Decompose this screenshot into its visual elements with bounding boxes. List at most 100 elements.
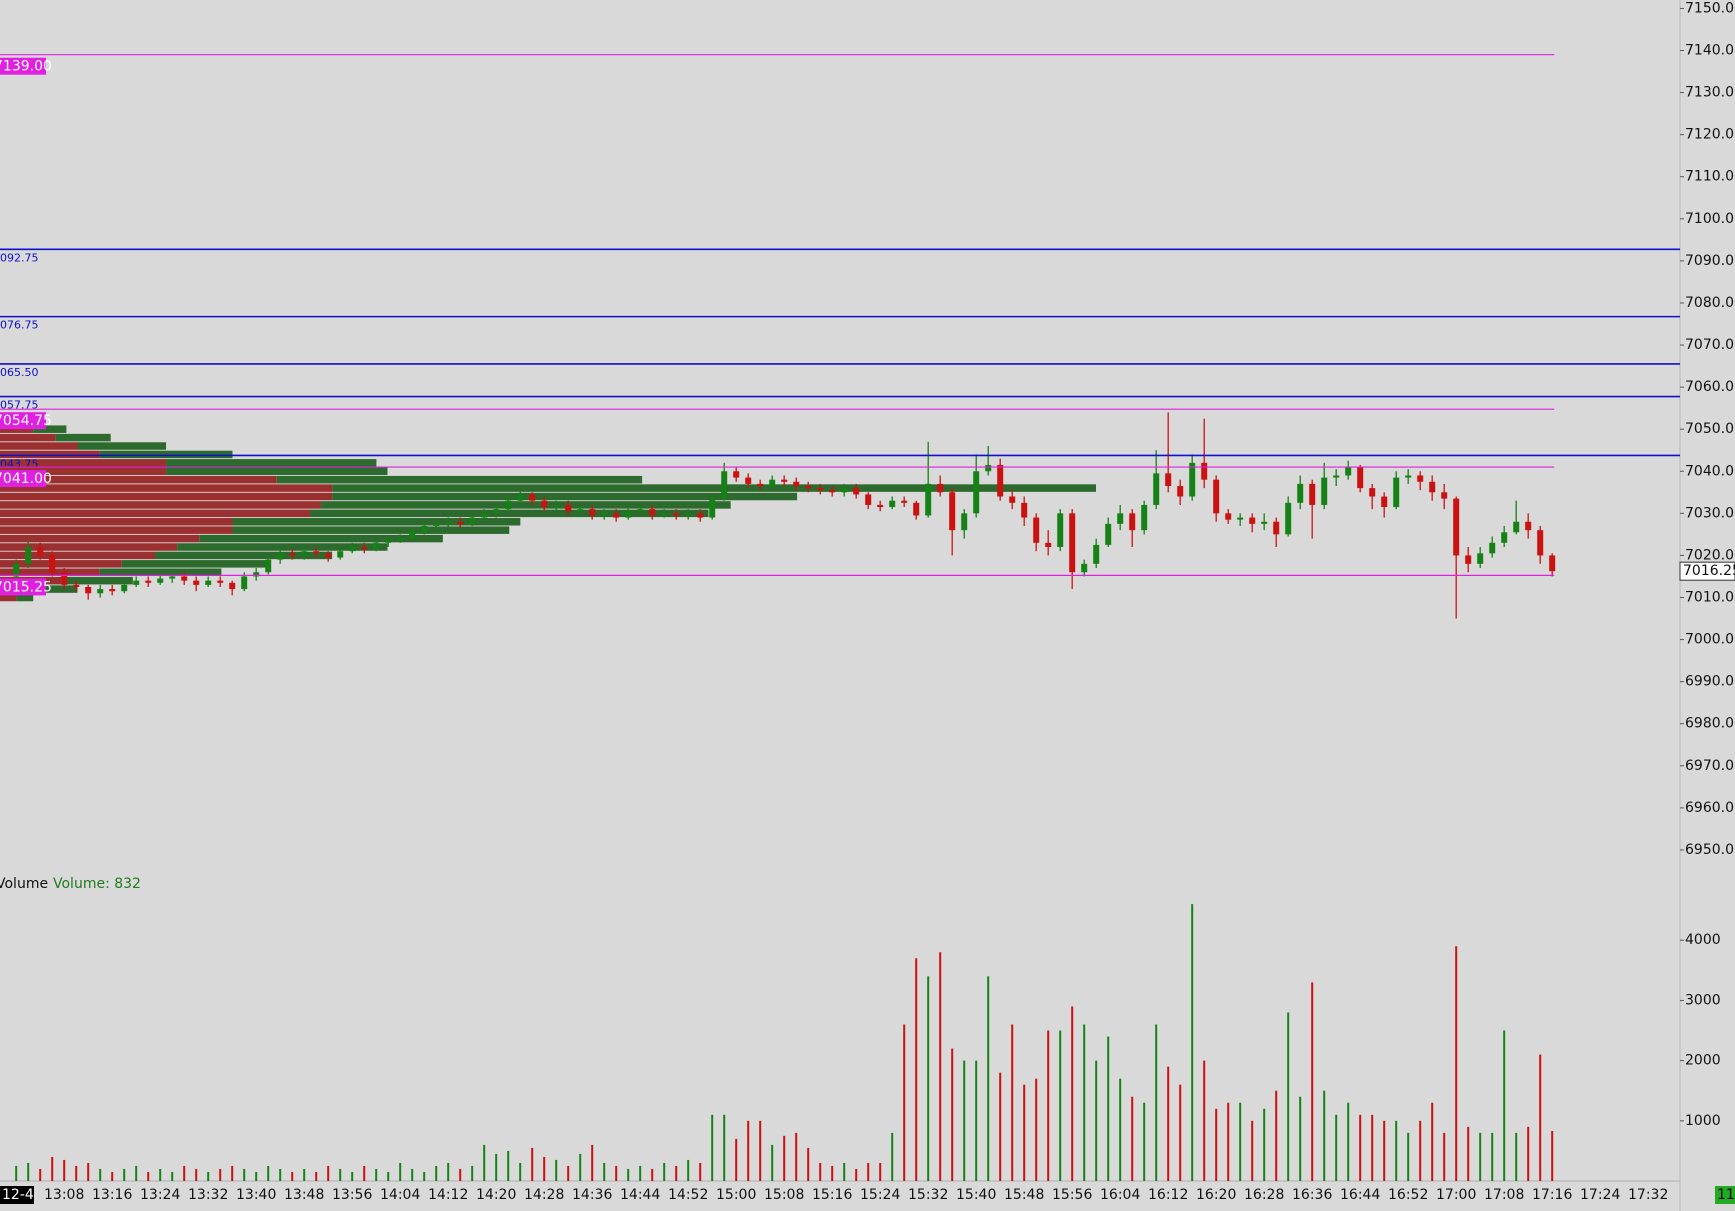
level-label: 076.75 — [0, 319, 39, 332]
profile-buy — [177, 543, 388, 551]
volume-bar — [1119, 1078, 1122, 1181]
volume-bar — [375, 1168, 378, 1181]
candle-body — [1489, 542, 1496, 554]
volume-bar — [615, 1165, 618, 1181]
volume-bar — [327, 1165, 330, 1181]
candle-body — [649, 509, 656, 516]
y-tick-label: 3000 — [1685, 992, 1721, 1008]
candle-body — [1525, 521, 1532, 531]
volume-bar — [627, 1168, 630, 1181]
volume-bar — [183, 1165, 186, 1181]
x-tick-label: 17:00 — [1436, 1187, 1476, 1203]
candle-body — [553, 504, 560, 508]
candle-body — [73, 584, 80, 587]
y-tick-label: 7110.00 — [1685, 169, 1735, 185]
candle-body — [205, 580, 212, 585]
y-tick-label: 7070.00 — [1685, 337, 1735, 353]
candle-body — [817, 488, 824, 491]
volume-bar — [915, 958, 918, 1181]
volume-bar — [423, 1171, 426, 1181]
candle-body — [325, 553, 332, 558]
candle-body — [1345, 467, 1352, 476]
candle-body — [217, 580, 224, 583]
candle-body — [841, 488, 848, 493]
level-label: 7054.75 — [0, 413, 52, 429]
candle-body — [1045, 542, 1052, 548]
candle-body — [493, 509, 500, 514]
volume-bar — [939, 952, 942, 1181]
volume-bar — [687, 1159, 690, 1181]
profile-sell — [0, 551, 155, 560]
level-label-box — [0, 578, 46, 596]
candle-body — [289, 553, 296, 556]
volume-bar — [759, 1120, 762, 1181]
volume-bar — [471, 1165, 474, 1181]
candle-body — [469, 517, 476, 524]
last-price-label: 7016.25 — [1683, 563, 1735, 579]
volume-bar — [507, 1150, 510, 1181]
volume-bar — [675, 1165, 678, 1181]
x-tick-label: 16:52 — [1388, 1187, 1428, 1203]
x-tick-label: 14:28 — [524, 1187, 564, 1203]
y-tick-label: 7140.00 — [1685, 42, 1735, 58]
volume-bar — [531, 1147, 534, 1181]
volume-bar — [807, 1147, 810, 1181]
candle-body — [973, 471, 980, 514]
x-tick-label: 13:08 — [44, 1187, 84, 1203]
level-label: 043.75 — [0, 457, 39, 470]
candle-body — [1429, 481, 1436, 493]
candle-body — [517, 494, 524, 501]
candle-body — [1393, 477, 1400, 508]
volume-bar — [1287, 1012, 1290, 1181]
candle-body — [1129, 513, 1136, 531]
y-tick-label: 4000 — [1685, 932, 1721, 948]
volume-bar — [1107, 1036, 1110, 1181]
volume-bar — [459, 1168, 462, 1181]
candle-body — [1417, 475, 1424, 482]
candle-body — [541, 500, 548, 508]
volume-bar — [483, 1144, 486, 1181]
candle-body — [1501, 532, 1508, 543]
profile-sell — [0, 560, 122, 568]
volume-bar — [1395, 1120, 1398, 1181]
profile-buy — [232, 526, 510, 534]
level-label: 7015.25 — [0, 579, 52, 595]
x-tick-label: 16:20 — [1196, 1187, 1236, 1203]
candle-body — [1237, 517, 1244, 520]
volume-bar — [783, 1135, 786, 1181]
level-label: 7139.00 — [0, 59, 52, 75]
candle-body — [925, 483, 932, 516]
volume-bar — [1215, 1108, 1218, 1181]
volume-bar — [543, 1156, 546, 1181]
candle-body — [193, 580, 200, 585]
profile-sell — [0, 450, 100, 459]
profile-sell — [0, 543, 178, 551]
candle-body — [1069, 513, 1076, 573]
y-tick-label: 6950.00 — [1685, 842, 1735, 858]
profile-sell — [0, 526, 233, 534]
corner-label: 11 — [1717, 1187, 1735, 1203]
date-label-box — [0, 1186, 34, 1204]
candle-body — [733, 471, 740, 478]
x-tick-label: 15:40 — [956, 1187, 996, 1203]
candle-body — [1261, 521, 1268, 524]
volume-bar — [1143, 1102, 1146, 1181]
x-tick-label: 13:16 — [92, 1187, 132, 1203]
profile-buy — [332, 484, 1096, 492]
x-tick-label: 15:00 — [716, 1187, 756, 1203]
volume-bar — [735, 1138, 738, 1181]
y-tick-label: 1000 — [1685, 1113, 1721, 1129]
candle-body — [529, 494, 536, 501]
x-tick-label: 14:12 — [428, 1187, 468, 1203]
volume-bar — [567, 1165, 570, 1181]
volume-bar — [1155, 1024, 1158, 1181]
candle-body — [385, 540, 392, 543]
volume-bar — [207, 1171, 210, 1181]
volume-bar — [831, 1165, 834, 1181]
y-tick-label: 6980.00 — [1685, 716, 1735, 732]
candle-body — [1333, 475, 1340, 478]
x-tick-label: 16:36 — [1292, 1187, 1332, 1203]
candle-body — [97, 589, 104, 594]
